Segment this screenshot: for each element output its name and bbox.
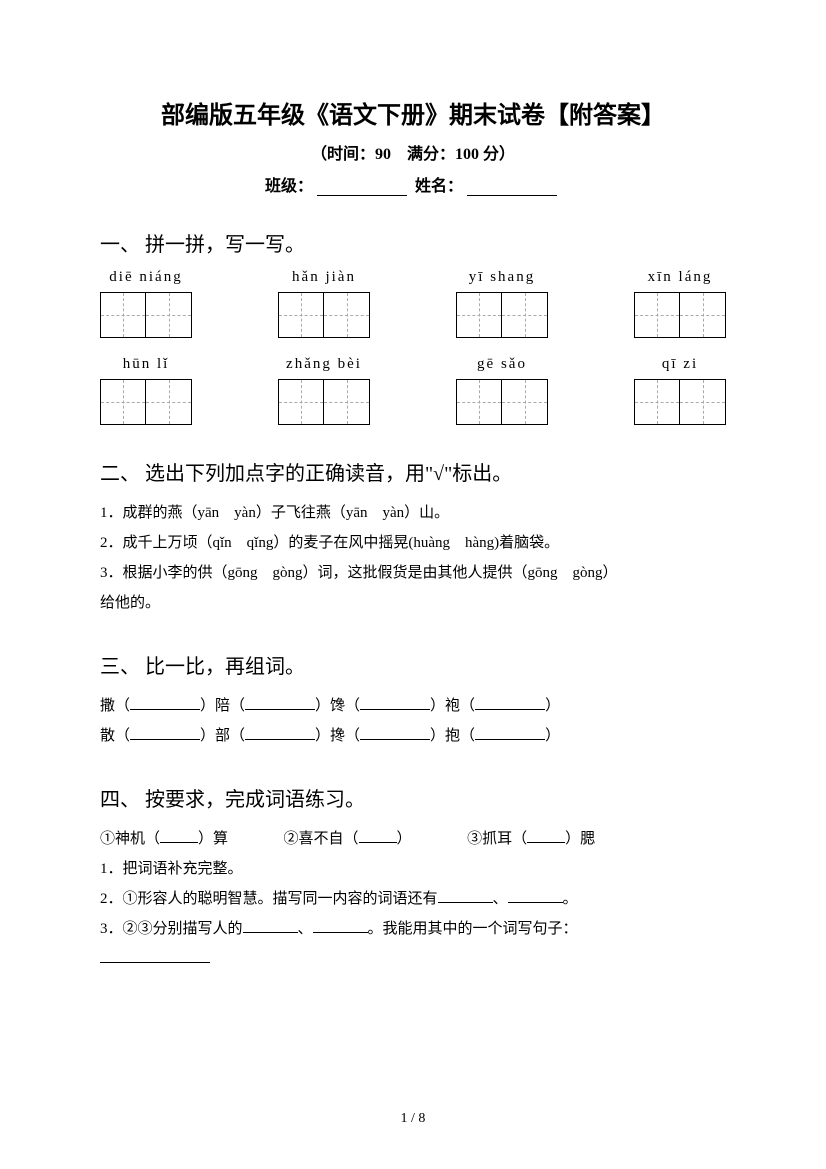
pinyin-group: gē sǎo [456, 356, 548, 425]
section-1-title: 一、 拼一拼，写一写。 [100, 228, 726, 257]
pinyin-label: yī shang [469, 269, 535, 286]
idiom-part: ③抓耳（ [467, 831, 527, 847]
page-number: 1 / 8 [0, 1111, 826, 1127]
q4-text: 。 [563, 891, 578, 907]
answer-blank[interactable] [508, 889, 563, 903]
q3-char: ）部（ [200, 728, 245, 744]
pinyin-label: gē sǎo [477, 356, 527, 373]
idiom-part: ）算 [198, 831, 228, 847]
pinyin-label: hūn lǐ [123, 356, 170, 373]
class-blank[interactable] [317, 178, 407, 196]
q3-char: ）袍（ [430, 698, 475, 714]
pinyin-label: qī zi [662, 356, 698, 373]
word-blank[interactable] [475, 696, 545, 710]
q2-2: 2．成千上万顷（qǐn qǐng）的麦子在风中摇晃(huàng hàng)着脑袋… [100, 528, 726, 558]
q2-3a: 3．根据小李的供（gōng gòng）词，这批假货是由其他人提供（gōng gò… [100, 558, 726, 588]
q4-3: 3．②③分别描写人的 、 。我能用其中的一个词写句子： [100, 914, 726, 944]
q3-char: 散（ [100, 728, 130, 744]
idiom-blank[interactable] [527, 829, 565, 843]
name-label: 姓名： [415, 178, 463, 195]
section-2-title: 二、 选出下列加点字的正确读音，用"√"标出。 [100, 457, 726, 486]
char-input-pair[interactable] [100, 379, 192, 425]
section-3-title: 三、 比一比，再组词。 [100, 650, 726, 679]
q3-char: ） [545, 698, 560, 714]
exam-title: 部编版五年级《语文下册》期末试卷【附答案】 [100, 95, 726, 130]
char-input-pair[interactable] [100, 292, 192, 338]
q3-char: ）抱（ [430, 728, 475, 744]
q4-text: 、 [493, 891, 508, 907]
pinyin-row-2: hūn lǐ zhǎng bèi gē sǎo qī zi [100, 356, 726, 425]
idiom-part: ①神机（ [100, 831, 160, 847]
char-input-pair[interactable] [634, 379, 726, 425]
name-blank[interactable] [467, 178, 557, 196]
pinyin-label: diē niáng [109, 269, 182, 286]
q3-char: ）搀（ [315, 728, 360, 744]
q4-text: 。我能用其中的一个词写句子： [368, 921, 578, 937]
class-label: 班级： [265, 178, 313, 195]
pinyin-label: hǎn jiàn [292, 269, 356, 286]
q4-2: 2．①形容人的聪明智慧。描写同一内容的词语还有 、 。 [100, 884, 726, 914]
q4-1: 1．把词语补充完整。 [100, 854, 726, 884]
idiom-blank[interactable] [160, 829, 198, 843]
pinyin-group: zhǎng bèi [278, 356, 370, 425]
word-blank[interactable] [130, 726, 200, 740]
exam-subtitle: （时间：90 满分：100 分） [100, 140, 726, 164]
word-blank[interactable] [475, 726, 545, 740]
q3-row-2: 散（ ）部（ ）搀（ ）抱（ ） [100, 721, 726, 751]
q3-char: ）陪（ [200, 698, 245, 714]
word-blank[interactable] [130, 696, 200, 710]
idiom-part: ）腮 [565, 831, 595, 847]
pinyin-group: xīn láng [634, 269, 726, 338]
word-blank[interactable] [245, 696, 315, 710]
pinyin-label: zhǎng bèi [286, 356, 362, 373]
char-input-pair[interactable] [456, 292, 548, 338]
q4-idioms: ①神机（ ）算 ②喜不自（ ） ③抓耳（ ）腮 [100, 824, 726, 854]
char-input-pair[interactable] [278, 379, 370, 425]
word-blank[interactable] [360, 726, 430, 740]
word-blank[interactable] [245, 726, 315, 740]
sentence-blank[interactable] [100, 949, 210, 963]
answer-blank[interactable] [438, 889, 493, 903]
pinyin-label: xīn láng [648, 269, 713, 286]
answer-blank[interactable] [313, 919, 368, 933]
section-4-title: 四、 按要求，完成词语练习。 [100, 783, 726, 812]
answer-blank[interactable] [243, 919, 298, 933]
q3-row-1: 撒（ ）陪（ ）馋（ ）袍（ ） [100, 691, 726, 721]
q3-char: 撒（ [100, 698, 130, 714]
q4-text: 、 [298, 921, 313, 937]
q3-char: ）馋（ [315, 698, 360, 714]
q4-sentence-blank [100, 944, 726, 974]
q4-text: 3．②③分别描写人的 [100, 921, 243, 937]
idiom-blank[interactable] [359, 829, 397, 843]
q3-char: ） [545, 728, 560, 744]
pinyin-group: diē niáng [100, 269, 192, 338]
pinyin-group: hǎn jiàn [278, 269, 370, 338]
student-info-line: 班级： 姓名： [100, 172, 726, 196]
q2-1: 1．成群的燕（yān yàn）子飞往燕（yān yàn）山。 [100, 498, 726, 528]
pinyin-group: hūn lǐ [100, 356, 192, 425]
pinyin-group: qī zi [634, 356, 726, 425]
q4-text: 2．①形容人的聪明智慧。描写同一内容的词语还有 [100, 891, 438, 907]
char-input-pair[interactable] [278, 292, 370, 338]
pinyin-group: yī shang [456, 269, 548, 338]
char-input-pair[interactable] [634, 292, 726, 338]
q2-3b: 给他的。 [100, 588, 726, 618]
pinyin-row-1: diē niáng hǎn jiàn yī shang xīn láng [100, 269, 726, 338]
idiom-part: ） [397, 831, 412, 847]
idiom-part: ②喜不自（ [284, 831, 359, 847]
char-input-pair[interactable] [456, 379, 548, 425]
word-blank[interactable] [360, 696, 430, 710]
